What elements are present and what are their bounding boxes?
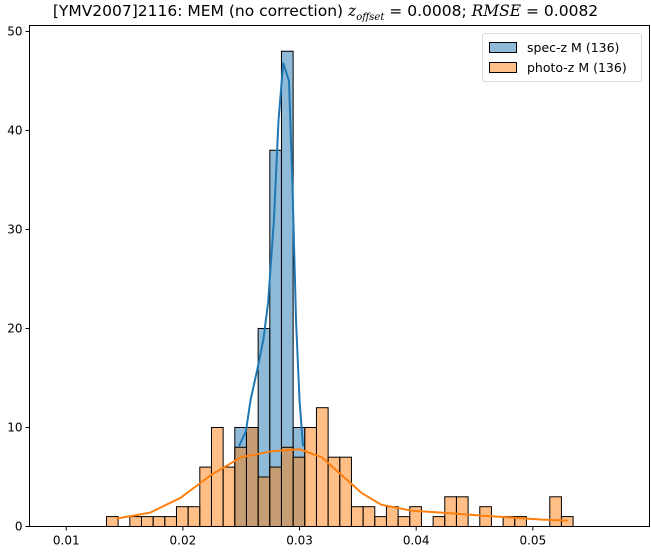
legend: spec-z M (136) photo-z M (136) [482,33,642,82]
legend-item-spec-z: spec-z M (136) [489,40,619,55]
x-tick-label: 0.03 [286,534,313,548]
title-prefix: [YMV2007]2116: MEM (no correction) [52,2,349,20]
title-z-symbol: z [348,2,357,20]
histogram-bar-photo-z [304,426,317,527]
x-tick-label: 0.01 [53,534,80,548]
plot-frame [29,25,650,527]
title-z-value: = 0.0008; [384,2,472,20]
histogram-bar-photo-z [315,407,329,527]
histogram-bar-photo-z [164,516,177,528]
histogram-bar-photo-z [187,506,201,528]
x-tick-label: 0.04 [403,534,430,548]
legend-swatch-photo-z [489,62,517,73]
y-tick-label: 10 [7,420,22,434]
y-tick-label: 30 [7,222,22,236]
histogram-bar-photo-z [549,496,562,528]
kde-line-photo-z [116,448,568,522]
histogram-bar-photo-z [280,446,294,528]
title-rmse-symbol: RMSE [471,2,522,20]
histogram-bar-photo-z [385,506,399,528]
legend-label-photo-z: photo-z M (136) [527,60,627,75]
histogram-bar-photo-z [257,476,271,528]
chart-title: [YMV2007]2116: MEM (no correction) zoffs… [0,2,651,23]
histogram-bar-photo-z [455,496,469,528]
histogram-bar-photo-z [152,516,166,528]
histogram-bar-photo-z [397,516,411,528]
histogram-bar-photo-z [409,506,422,528]
legend-label-spec-z: spec-z M (136) [527,40,620,55]
histogram-bar-photo-z [292,456,306,528]
x-tick-label: 0.05 [519,534,546,548]
title-z-sub: offset [356,12,385,24]
histogram-bar-photo-z [210,426,224,527]
histogram-bar-photo-z [245,426,259,527]
kde-line-spec-z [237,62,304,447]
histogram-bar-photo-z [362,506,376,528]
histogram-bar-photo-z [140,516,154,528]
histogram-bar-photo-z [222,466,236,528]
y-tick-label: 50 [7,24,22,38]
histogram-bar-photo-z [339,456,352,528]
histogram-bar-photo-z [129,516,142,528]
x-tick-label: 0.02 [170,534,197,548]
legend-item-photo-z: photo-z M (136) [489,60,627,75]
y-tick-label: 40 [7,123,22,137]
histogram-bar-photo-z [269,466,282,528]
histogram-bar-photo-z [444,496,457,528]
histogram-bar-photo-z [350,506,364,528]
y-tick-label: 0 [15,520,23,534]
histogram-bar-photo-z [374,516,387,528]
y-tick-label: 20 [7,321,22,335]
legend-swatch-spec-z [489,42,517,53]
title-rmse-value: = 0.0082 [521,2,599,20]
histogram-bar-photo-z [432,516,446,528]
histogram-bar-photo-z [175,506,189,528]
